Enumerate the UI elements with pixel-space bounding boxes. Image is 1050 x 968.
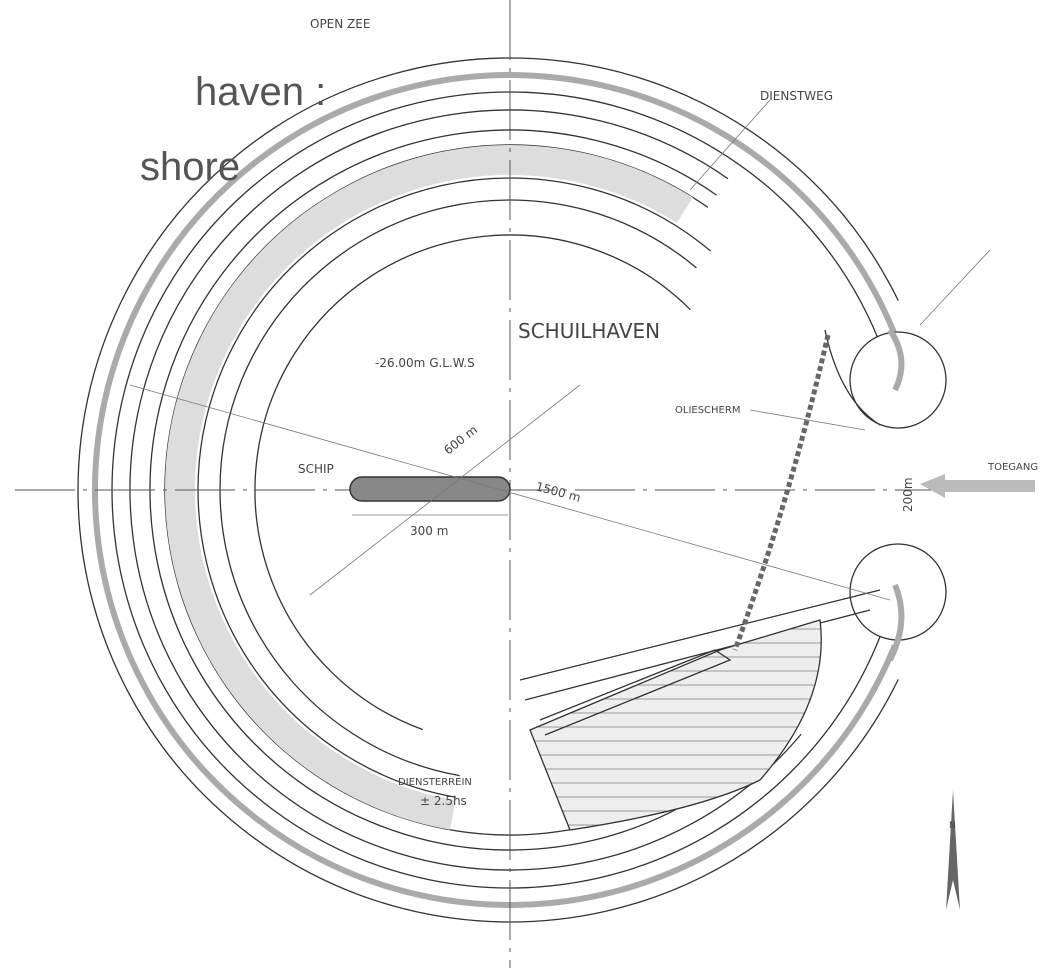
leader — [689, 99, 771, 191]
leader — [749, 409, 866, 431]
ring — [219, 199, 697, 777]
label: OLIESCHERM — [675, 405, 740, 416]
jetty — [539, 649, 732, 736]
label: DIENSTERREIN — [398, 777, 472, 788]
harbour-shore — [824, 329, 881, 426]
label: OPEN ZEE — [310, 17, 370, 31]
drawing-lines — [77, 57, 947, 923]
breakwater — [77, 57, 899, 923]
label: -26.00m G.L.W.S — [375, 356, 475, 370]
access-arrow — [920, 474, 1035, 498]
head-band — [887, 328, 905, 392]
ship — [349, 476, 511, 502]
label: SCHIP — [298, 462, 334, 476]
label: 300 m — [410, 524, 448, 538]
label: N — [949, 821, 956, 831]
label: TOEGANG — [987, 462, 1038, 473]
ring — [197, 177, 711, 798]
service-area — [529, 619, 822, 831]
label: ± 2.5hs — [420, 794, 467, 808]
radius-line — [129, 384, 891, 601]
ring — [129, 109, 802, 871]
head-band — [887, 583, 905, 662]
leader — [919, 249, 991, 326]
label: SCHUILHAVEN — [518, 319, 660, 343]
heading: shore — [140, 145, 240, 189]
oil-screen — [732, 334, 831, 651]
ring — [149, 129, 787, 851]
harbour-edge — [254, 234, 691, 731]
label: DIENSTWEG — [760, 89, 833, 103]
label: 600 m — [441, 423, 480, 458]
label: 200m — [901, 477, 915, 512]
diameter-line — [309, 384, 581, 596]
north-arrow — [946, 790, 960, 910]
heading: haven : — [195, 70, 326, 114]
